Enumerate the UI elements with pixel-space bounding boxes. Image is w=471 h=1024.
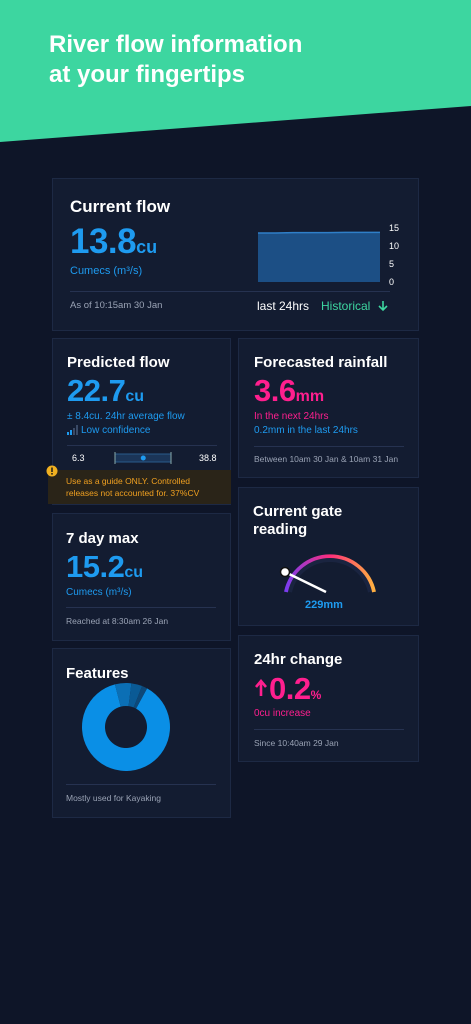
flow-chart: 15 10 5 0: [258, 223, 399, 287]
y-tick-label: 10: [389, 241, 399, 251]
header-bg: [0, 0, 471, 142]
since: Since 10:40am 29 Jan: [254, 738, 339, 748]
average: ± 8.4cu. 24hr average flow: [67, 411, 185, 422]
note: Mostly used for Kayaking: [66, 793, 161, 803]
range-bar: [114, 452, 172, 464]
down-arrow: [378, 301, 388, 312]
flow-area: [258, 232, 380, 282]
donut-segment: [114, 683, 132, 707]
card-title: Forecasted rainfall: [254, 354, 388, 371]
features-card[interactable]: [52, 648, 231, 818]
gate-value: 229mm: [305, 599, 343, 611]
warning: releases not accounted for. 37%CV: [66, 488, 200, 498]
card-title: Current gate: [253, 503, 343, 520]
unit-label: Cumecs (m³/s): [66, 587, 132, 598]
range[interactable]: last 24hrs: [257, 299, 310, 313]
unit-label: Cumecs (m³/s): [70, 265, 143, 277]
card-title: Current flow: [70, 197, 171, 216]
warning-box: [48, 470, 231, 504]
donut-segment: [82, 684, 170, 771]
card-title: 7 day max: [66, 530, 139, 547]
signal-icon: [67, 425, 78, 435]
gauge: [279, 554, 376, 594]
warning: Use as a guide ONLY. Controlled: [66, 476, 190, 486]
confidence: Low confidence: [81, 425, 151, 436]
rainfall-card[interactable]: [238, 338, 419, 478]
last: 0.2mm in the last 24hrs: [254, 425, 358, 436]
value: 13.8: [70, 222, 137, 261]
value: 3.6: [254, 373, 296, 408]
donut-segment: [133, 686, 148, 709]
unit: mm: [295, 388, 325, 405]
y-tick-label: 0: [389, 277, 394, 287]
range-min: 6.3: [72, 453, 85, 463]
unit: cu: [125, 388, 145, 405]
flow-line: [258, 231, 380, 234]
value: 0.2: [269, 671, 311, 706]
range-max: 38.8: [199, 453, 217, 463]
y-tick-label: 15: [389, 223, 399, 233]
predicted-marker: [140, 455, 146, 461]
card-title: Features: [66, 665, 129, 682]
unit: %: [310, 688, 322, 702]
unit: cu: [136, 237, 158, 257]
card-title: reading: [253, 521, 308, 538]
change-card[interactable]: [238, 635, 419, 762]
up-arrow: [255, 679, 267, 696]
period: Between 10am 30 Jan & 10am 31 Jan: [254, 454, 399, 464]
increase: 0cu increase: [254, 708, 311, 719]
next: In the next 24hrs: [254, 411, 329, 422]
historical-link[interactable]: Historical: [321, 299, 371, 313]
header-title: at your fingertips: [49, 61, 246, 88]
warning-icon: [46, 465, 58, 477]
value: 15.2: [66, 549, 125, 584]
donut-chart: [82, 683, 170, 771]
card-title: Predicted flow: [67, 354, 170, 371]
unit: cu: [124, 564, 144, 581]
header-title: River flow information: [49, 31, 303, 58]
max-card[interactable]: [52, 513, 231, 641]
as-of: As of 10:15am 30 Jan: [70, 300, 163, 311]
reached: Reached at 8:30am 26 Jan: [66, 616, 169, 626]
y-tick-label: 5: [389, 259, 394, 269]
card-title: 24hr change: [254, 651, 343, 668]
donut-segment: [128, 683, 143, 708]
value: 22.7: [67, 373, 126, 408]
